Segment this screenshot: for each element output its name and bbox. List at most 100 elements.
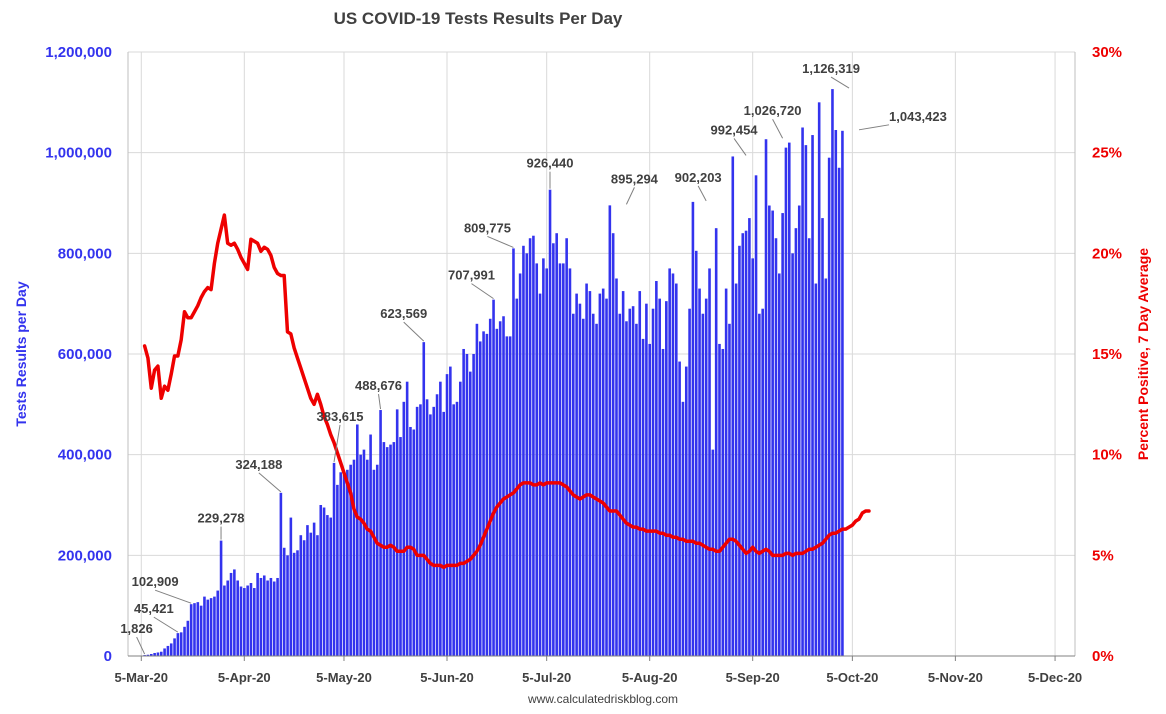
bar — [681, 401, 685, 656]
bar — [495, 328, 499, 656]
bar — [628, 308, 632, 656]
bar — [804, 145, 808, 656]
annotation-label: 902,203 — [675, 170, 722, 185]
source-credit: www.calculatedriskblog.com — [527, 692, 678, 706]
bar — [189, 604, 193, 656]
bar — [625, 321, 628, 656]
bar — [269, 577, 273, 656]
annotation-leader — [625, 187, 635, 205]
bar — [744, 230, 748, 656]
percent-positive-line — [142, 213, 871, 570]
bar — [243, 588, 246, 656]
bar — [299, 535, 303, 656]
annotation-label: 324,188 — [235, 457, 282, 472]
bar — [704, 298, 708, 656]
bar — [522, 245, 525, 656]
bar — [728, 323, 731, 656]
bar — [671, 273, 675, 656]
bar — [548, 189, 552, 656]
bar — [791, 253, 794, 656]
bar — [488, 318, 492, 656]
bar — [399, 437, 402, 656]
bar — [362, 449, 366, 656]
bar — [159, 651, 163, 656]
bar — [675, 283, 678, 656]
bar — [405, 381, 409, 656]
bar — [618, 313, 622, 656]
bar — [738, 245, 741, 656]
bar — [478, 341, 482, 656]
bar — [498, 321, 502, 656]
bar — [425, 399, 429, 656]
grid — [128, 51, 1075, 657]
bar — [542, 258, 545, 656]
bar — [266, 580, 269, 656]
annotation-label: 488,676 — [355, 378, 402, 393]
bar — [306, 525, 309, 656]
x-tick-label: 5-Nov-20 — [928, 670, 983, 685]
bar — [309, 532, 313, 656]
bar — [289, 517, 293, 656]
annotation-leader — [154, 589, 192, 604]
bar — [708, 268, 711, 656]
bar — [415, 406, 419, 656]
bar — [781, 213, 784, 656]
bar — [449, 366, 452, 656]
bar — [837, 167, 841, 656]
bar — [528, 238, 532, 657]
bar — [359, 454, 362, 656]
bar — [655, 281, 658, 656]
bar — [492, 299, 495, 656]
bar — [694, 250, 698, 656]
bar — [638, 291, 642, 656]
bar — [319, 505, 323, 656]
bar — [688, 308, 691, 656]
bar — [409, 426, 412, 656]
bar — [272, 581, 276, 656]
bar — [332, 462, 336, 656]
bar — [312, 522, 316, 656]
bar — [233, 569, 236, 656]
bar — [797, 205, 801, 656]
bar — [635, 323, 638, 656]
bar — [821, 218, 824, 656]
annotation-label: 992,454 — [711, 122, 759, 137]
annotation-label: 1,826 — [120, 621, 153, 636]
bar — [342, 474, 346, 656]
bar — [445, 374, 449, 656]
y-tick-label: 1,200,000 — [45, 44, 112, 61]
y-tick-label: 600,000 — [58, 346, 112, 363]
annotation-label: 45,421 — [134, 601, 174, 616]
bar — [375, 464, 379, 656]
bar — [326, 515, 329, 656]
bar — [249, 583, 253, 656]
bar — [183, 626, 186, 656]
bar — [558, 263, 562, 656]
bar — [435, 394, 439, 656]
y-axis-title: Tests Results per Day — [13, 281, 29, 426]
bar — [412, 429, 416, 656]
annotation-label: 1,126,319 — [802, 61, 860, 76]
annotation-label: 1,043,423 — [889, 109, 947, 124]
annotation-label: 926,440 — [526, 156, 573, 171]
line-series — [142, 213, 871, 570]
bar — [279, 492, 283, 656]
bar — [186, 620, 190, 656]
bar — [768, 205, 771, 656]
bar — [698, 288, 701, 656]
bar — [748, 218, 751, 656]
bar — [213, 596, 216, 656]
annotation-leader — [858, 124, 890, 131]
y2-tick-label: 30% — [1092, 44, 1122, 61]
annotation-label: 623,569 — [380, 306, 427, 321]
annotation-leader — [378, 393, 382, 410]
bar — [758, 313, 761, 656]
y2-tick-label: 15% — [1092, 346, 1122, 363]
bar — [801, 127, 804, 656]
annotation-leader — [153, 616, 179, 633]
bar — [199, 605, 203, 656]
bar — [824, 278, 828, 656]
bar — [751, 258, 755, 656]
bar — [468, 371, 472, 656]
